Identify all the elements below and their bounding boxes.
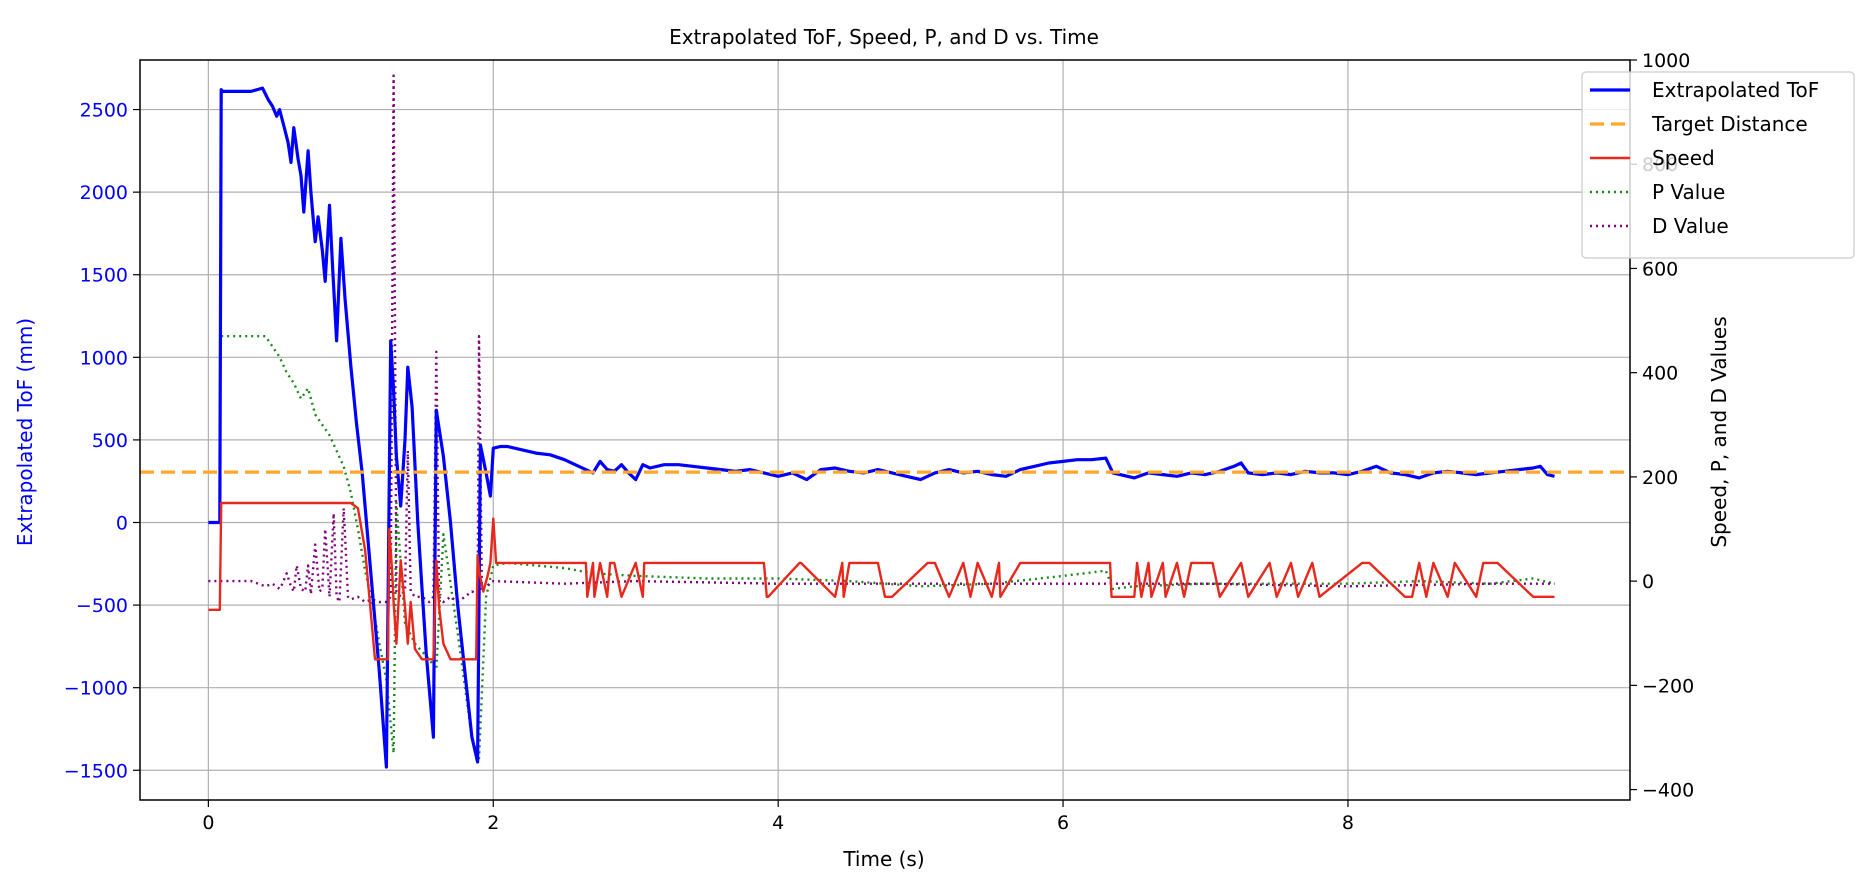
- y-axis-left-label: Extrapolated ToF (mm): [13, 318, 37, 546]
- y-axis-left: −1500 −1000 −500 0 500 1000 1500 2000 2500: [64, 100, 140, 782]
- y-right-tick-label: 200: [1642, 467, 1678, 489]
- y-right-tick-label: 1000: [1642, 50, 1690, 72]
- y-left-tick-label: 2000: [80, 182, 128, 204]
- y-left-tick-label: −500: [76, 595, 128, 617]
- x-tick-label: 2: [487, 812, 499, 834]
- y-left-tick-label: 500: [92, 430, 128, 452]
- legend-label: Extrapolated ToF: [1652, 78, 1819, 102]
- x-tick-label: 8: [1342, 812, 1354, 834]
- y-right-tick-label: −400: [1642, 780, 1694, 802]
- series-layer: [140, 74, 1630, 769]
- y-left-tick-label: 1500: [80, 265, 128, 287]
- y-left-tick-label: 0: [116, 513, 128, 535]
- x-tick-label: 4: [772, 812, 784, 834]
- plot-frame: [139, 59, 1631, 801]
- y-right-tick-label: 0: [1642, 571, 1654, 593]
- y-axis-right-label: Speed, P, and D Values: [1707, 316, 1731, 547]
- y-left-tick-label: 1000: [80, 347, 128, 369]
- x-tick-label: 0: [202, 812, 214, 834]
- x-axis-label: Time (s): [842, 847, 924, 871]
- legend-label: D Value: [1652, 214, 1729, 238]
- y-left-tick-label: 2500: [80, 100, 128, 122]
- series-speed: [208, 501, 1555, 661]
- x-axis: 0 2 4 6 8: [202, 800, 1354, 834]
- series-extrapolated-tof: [208, 86, 1555, 769]
- legend-box: [1581, 71, 1855, 259]
- chart-title: Extrapolated ToF, Speed, P, and D vs. Ti…: [669, 25, 1099, 49]
- legend-label: P Value: [1652, 180, 1725, 204]
- y-right-tick-label: 600: [1642, 258, 1678, 280]
- y-right-tick-label: 400: [1642, 363, 1678, 385]
- y-right-tick-label: −200: [1642, 675, 1694, 697]
- y-left-tick-label: −1000: [64, 678, 128, 700]
- legend-label: Target Distance: [1651, 112, 1808, 136]
- legend-label: Speed: [1652, 146, 1715, 170]
- x-tick-label: 6: [1057, 812, 1069, 834]
- legend: Extrapolated ToF Target Distance Speed P Va…: [1581, 71, 1855, 259]
- y-left-tick-label: −1500: [64, 760, 128, 782]
